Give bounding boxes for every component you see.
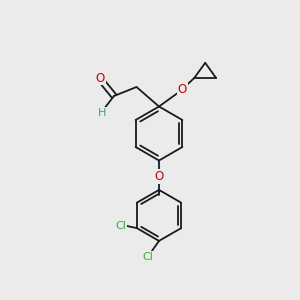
- Text: O: O: [178, 83, 187, 96]
- Text: O: O: [96, 71, 105, 85]
- Text: O: O: [154, 169, 164, 183]
- Text: H: H: [98, 108, 106, 118]
- Text: Cl: Cl: [142, 251, 153, 262]
- Text: Cl: Cl: [115, 221, 126, 231]
